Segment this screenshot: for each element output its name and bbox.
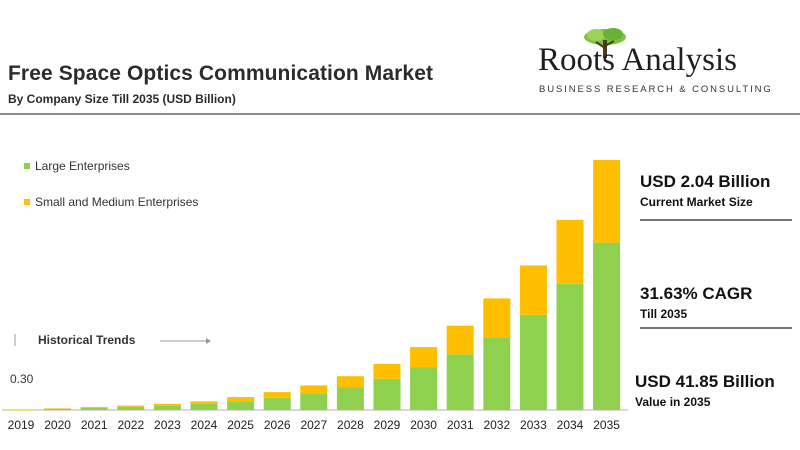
x-tick-labels: 2019 2020 2021 2022 2023 2024 2025 2026 2027 2028… <box>8 418 621 432</box>
bar-sme-2023 <box>153 403 181 406</box>
legend-label-large: Large Enterprises <box>35 159 130 173</box>
start-value-label: 0.30 <box>10 372 34 386</box>
kpi-divider <box>640 219 792 221</box>
bar-sme-2032 <box>483 298 511 338</box>
x-tick-label: 2030 <box>410 418 437 432</box>
x-tick-label: 2023 <box>154 418 181 432</box>
historical-trends-label: Historical Trends <box>38 333 136 347</box>
bar-large-2022 <box>117 406 145 410</box>
x-tick-label: 2020 <box>44 418 71 432</box>
x-tick-label: 2024 <box>191 418 218 432</box>
kpi-label: Till 2035 <box>640 307 688 321</box>
bar-large-2031 <box>446 354 474 410</box>
stacked-bar-chart: Historical Trends 0.30 2019 2020 2021 2022 2… <box>2 160 628 432</box>
bar-sme-2033 <box>519 265 547 315</box>
bar-large-2034 <box>556 284 584 410</box>
bar-sme-2030 <box>410 347 438 368</box>
x-tick-label: 2028 <box>337 418 364 432</box>
bar-large-2023 <box>153 405 181 410</box>
x-tick-label: 2019 <box>8 418 35 432</box>
bar-sme-2026 <box>263 392 291 398</box>
legend-label-sme: Small and Medium Enterprises <box>35 195 199 209</box>
bar-large-2026 <box>263 397 291 410</box>
kpi-label: Current Market Size <box>640 195 753 209</box>
bar-large-2020 <box>44 408 72 410</box>
x-tick-label: 2029 <box>374 418 401 432</box>
kpi-value: 31.63% CAGR <box>640 284 753 303</box>
x-tick-label: 2027 <box>300 418 327 432</box>
legend-item-sme: Small and Medium Enterprises <box>24 194 198 210</box>
legend-item-large-enterprises: Large Enterprises <box>24 158 198 174</box>
bar-large-2027 <box>300 393 328 410</box>
kpi-cagr: 31.63% CAGR Till 2035 <box>640 284 752 321</box>
bar-sme-2024 <box>190 401 218 404</box>
legend-swatch-sme <box>24 199 30 205</box>
bar-large-2032 <box>483 337 511 410</box>
bar-sme-2021 <box>80 406 108 408</box>
bar-sme-2025 <box>227 397 255 402</box>
kpi-divider <box>640 327 792 329</box>
bar-large-2025 <box>227 401 255 410</box>
bar-sme-2019 <box>7 409 35 411</box>
x-tick-label: 2034 <box>557 418 584 432</box>
x-tick-label: 2021 <box>81 418 108 432</box>
bar-sme-2034 <box>556 219 584 284</box>
x-tick-label: 2026 <box>264 418 291 432</box>
x-tick-label: 2022 <box>117 418 144 432</box>
bar-sme-2029 <box>373 363 401 379</box>
kpi-value-2035: USD 41.85 Billion Value in 2035 <box>635 372 775 409</box>
legend-swatch-large <box>24 163 30 169</box>
bar-large-2029 <box>373 378 401 410</box>
historical-trends-arrowhead <box>206 338 211 344</box>
kpi-value: USD 2.04 Billion <box>640 172 771 191</box>
bar-sme-2028 <box>336 376 364 387</box>
logo-name: Roots Analysis <box>538 42 737 78</box>
bar-large-2021 <box>80 407 108 410</box>
bar-sme-2031 <box>446 325 474 355</box>
header-divider <box>0 113 800 115</box>
kpi-value: USD 41.85 Billion <box>635 372 775 391</box>
chart-subtitle: By Company Size Till 2035 (USD Billion) <box>8 92 236 106</box>
bar-large-2024 <box>190 403 218 410</box>
chart-annotations: Historical Trends 0.30 <box>10 333 211 386</box>
kpi-label: Value in 2035 <box>635 395 711 409</box>
x-tick-label: 2035 <box>593 418 620 432</box>
bar-sme-2020 <box>44 408 72 409</box>
bar-large-2033 <box>519 314 547 410</box>
bar-large-2030 <box>410 367 438 410</box>
x-tick-label: 2025 <box>227 418 254 432</box>
bar-sme-2035 <box>593 160 621 243</box>
tree-icon <box>584 28 626 58</box>
bar-large-2035 <box>593 242 621 410</box>
roots-analysis-logo: Roots Analysis BUSINESS RESEARCH & CONSU… <box>536 26 776 100</box>
chart-title: Free Space Optics Communication Market <box>8 62 434 85</box>
bar-sme-2027 <box>300 385 328 394</box>
x-tick-label: 2031 <box>447 418 474 432</box>
bar-sme-2022 <box>117 405 145 407</box>
bars-group <box>7 160 621 411</box>
x-tick-label: 2032 <box>483 418 510 432</box>
kpi-current-market-size: USD 2.04 Billion Current Market Size <box>640 172 770 209</box>
logo-tagline: BUSINESS RESEARCH & CONSULTING <box>539 84 773 95</box>
x-tick-label: 2033 <box>520 418 547 432</box>
chart-legend: Large Enterprises Small and Medium Enter… <box>24 158 198 230</box>
bar-large-2028 <box>336 387 364 410</box>
